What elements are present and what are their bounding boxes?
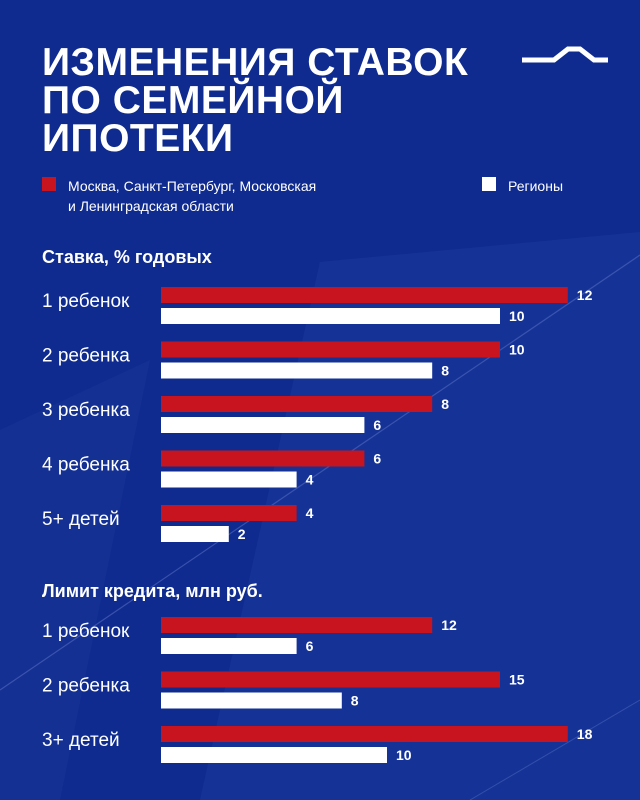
bar-moscow xyxy=(161,726,568,742)
bar-moscow xyxy=(161,396,433,412)
category-label: 1 ребенок xyxy=(42,291,130,312)
value-label: 18 xyxy=(577,726,593,742)
legend-line: и Ленинградская области xyxy=(68,198,234,214)
bar-regions xyxy=(161,362,433,379)
value-label: 10 xyxy=(396,747,412,763)
bar-regions xyxy=(161,692,342,709)
legend-line: Москва, Санкт-Петербург, Московская xyxy=(68,178,317,194)
value-label: 15 xyxy=(509,672,525,688)
value-label: 12 xyxy=(577,287,593,303)
bar-regions xyxy=(161,308,500,324)
value-label: 4 xyxy=(306,505,314,521)
legend-label-regions: Регионы xyxy=(508,178,564,194)
bar-regions xyxy=(161,638,297,654)
bar-moscow xyxy=(161,617,433,633)
bar-moscow xyxy=(161,450,365,467)
value-label: 12 xyxy=(441,617,457,633)
bar-moscow xyxy=(161,341,500,358)
value-label: 6 xyxy=(373,451,381,467)
category-label: 3 ребенка xyxy=(42,400,130,421)
value-label: 8 xyxy=(351,693,359,709)
value-label: 8 xyxy=(441,363,449,379)
bar-regions xyxy=(161,526,229,542)
chart-title-rate: Ставка, % годовых xyxy=(42,247,212,267)
legend-item-regions: Регионы xyxy=(482,176,563,196)
value-label: 10 xyxy=(509,308,525,324)
category-label: 2 ребенка xyxy=(42,346,130,367)
value-label: 10 xyxy=(509,342,525,358)
chart-title-limit: Лимит кредита, млн руб. xyxy=(42,581,263,601)
value-label: 6 xyxy=(306,638,314,654)
legend-swatch-moscow xyxy=(42,177,56,191)
page-title: ИЗМЕНЕНИЯ СТАВОК ПО СЕМЕЙНОЙ ИПОТЕКИ xyxy=(42,41,469,160)
bar-regions xyxy=(161,417,365,433)
title-line: ИЗМЕНЕНИЯ СТАВОК xyxy=(42,41,469,84)
bar-moscow xyxy=(161,505,297,521)
title-line: ИПОТЕКИ xyxy=(42,117,234,160)
legend-swatch-regions xyxy=(482,177,496,191)
category-label: 1 ребенок xyxy=(42,621,130,642)
category-label: 5+ детей xyxy=(42,509,120,530)
category-label: 4 ребенка xyxy=(42,455,130,476)
category-label: 2 ребенка xyxy=(42,676,130,697)
bar-moscow xyxy=(161,671,500,688)
category-label: 3+ детей xyxy=(42,730,120,751)
brand-logo-icon xyxy=(522,46,608,63)
value-label: 6 xyxy=(373,417,381,433)
value-label: 4 xyxy=(306,472,314,488)
bar-regions xyxy=(161,747,387,763)
legend-item-moscow: Москва, Санкт-Петербург, Московская и Ле… xyxy=(42,176,316,216)
title-line: ПО СЕМЕЙНОЙ xyxy=(42,79,344,122)
bar-moscow xyxy=(161,287,568,303)
value-label: 2 xyxy=(238,526,246,542)
legend-label-moscow: Москва, Санкт-Петербург, Московская и Ле… xyxy=(68,176,316,216)
value-label: 8 xyxy=(441,396,449,412)
bar-regions xyxy=(161,471,297,488)
